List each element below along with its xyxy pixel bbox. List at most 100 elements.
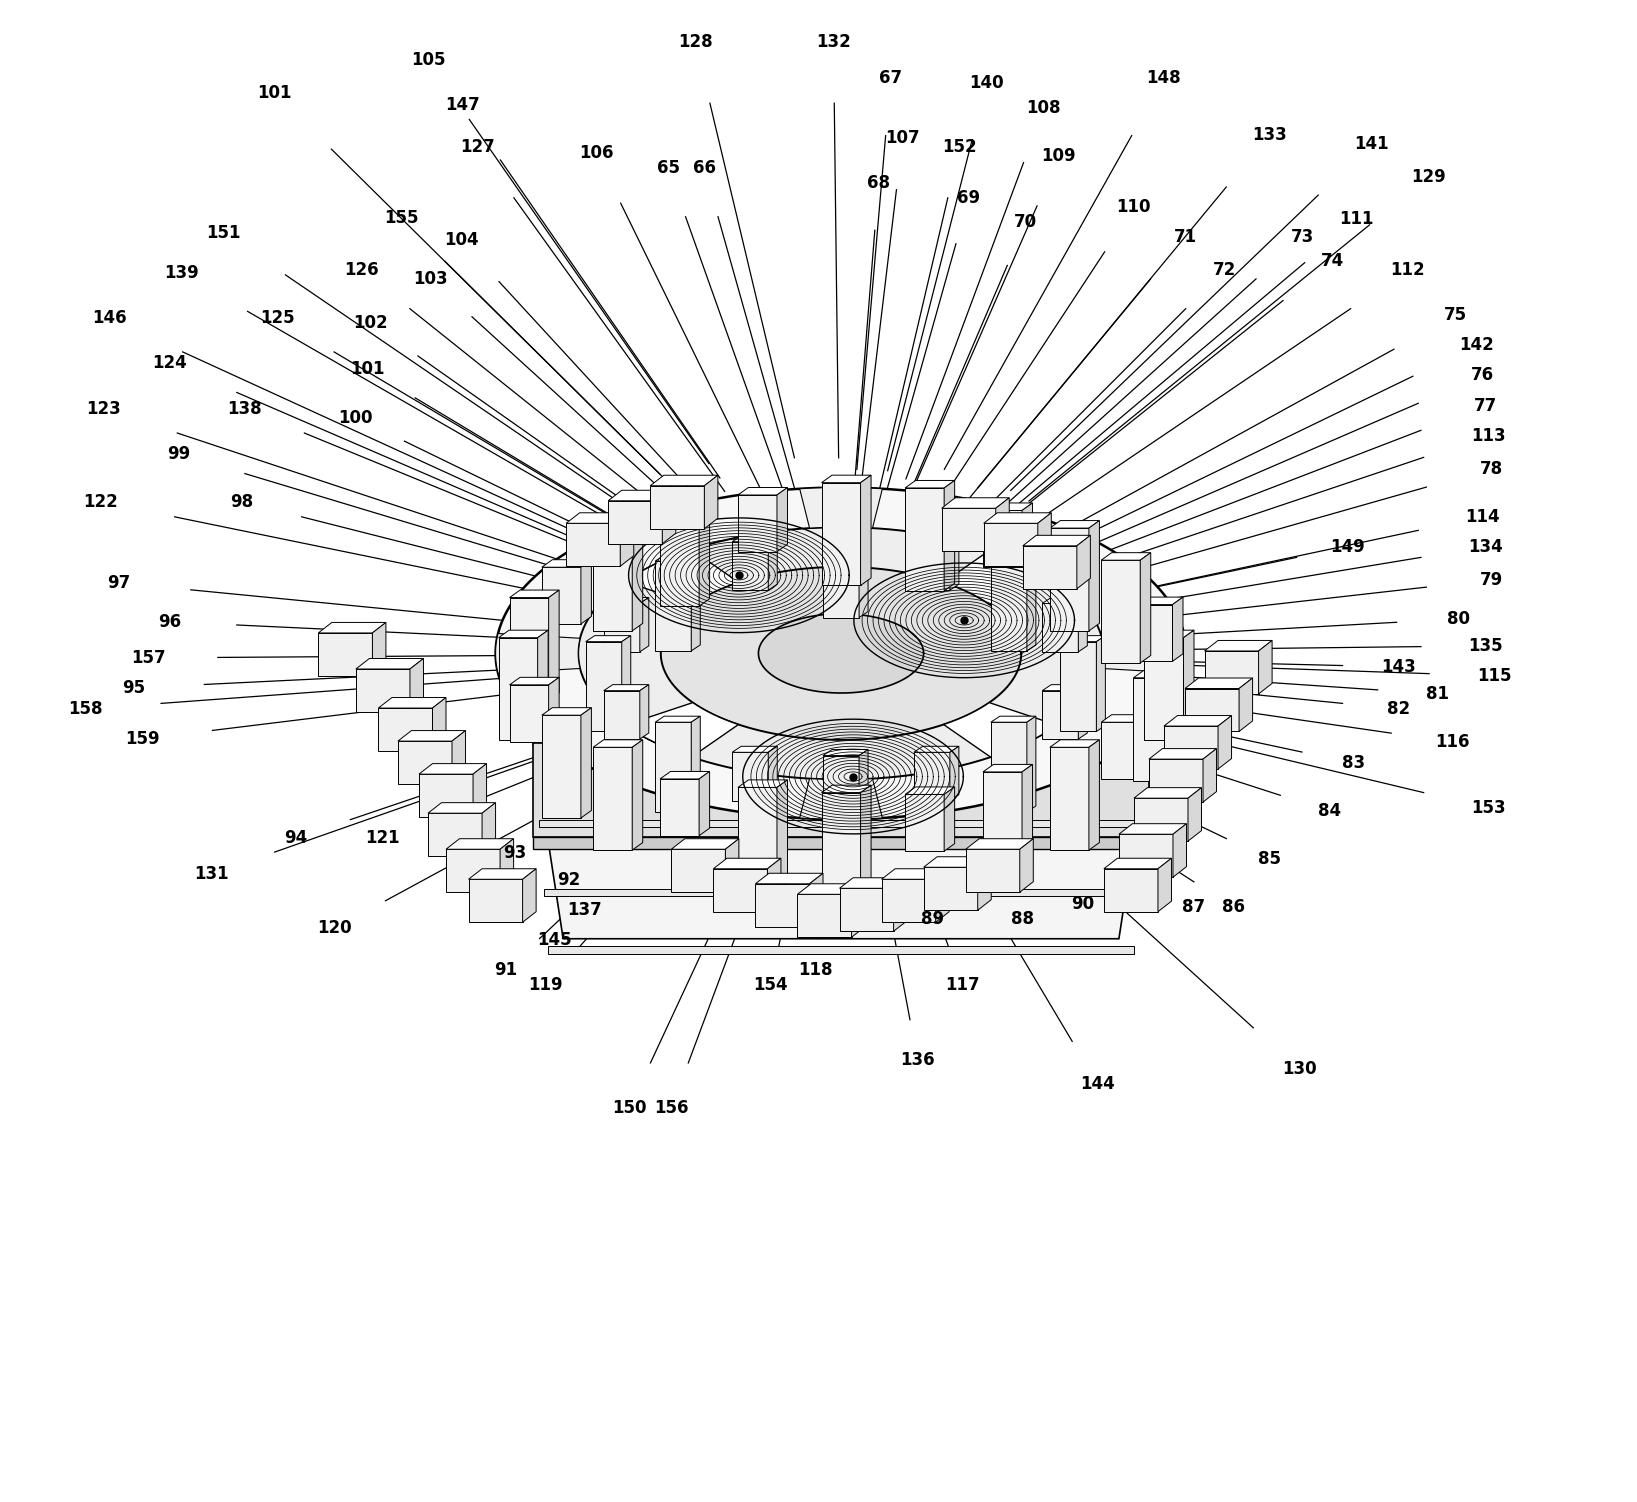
Polygon shape: [593, 748, 632, 850]
Polygon shape: [778, 780, 787, 891]
Text: 151: 151: [206, 224, 241, 242]
Polygon shape: [632, 740, 643, 850]
Polygon shape: [1021, 765, 1033, 874]
Text: 69: 69: [958, 189, 981, 207]
Text: 129: 129: [1411, 168, 1445, 186]
Text: 156: 156: [655, 1099, 689, 1117]
Polygon shape: [797, 883, 864, 894]
Polygon shape: [671, 838, 738, 849]
Text: 115: 115: [1477, 667, 1511, 685]
Polygon shape: [660, 772, 709, 780]
Polygon shape: [534, 743, 1149, 837]
Polygon shape: [604, 685, 648, 691]
Polygon shape: [923, 867, 977, 910]
Polygon shape: [378, 697, 445, 707]
Text: 117: 117: [946, 976, 981, 994]
Text: 75: 75: [1444, 306, 1467, 324]
Polygon shape: [1061, 641, 1097, 731]
Polygon shape: [1259, 640, 1272, 694]
Text: 85: 85: [1257, 850, 1280, 868]
Polygon shape: [496, 634, 579, 673]
Polygon shape: [1157, 858, 1172, 912]
Polygon shape: [542, 568, 581, 623]
Polygon shape: [509, 685, 548, 742]
Polygon shape: [822, 793, 861, 895]
Polygon shape: [661, 566, 1021, 740]
Polygon shape: [990, 716, 1036, 722]
Text: 116: 116: [1436, 733, 1470, 751]
Polygon shape: [496, 488, 1187, 819]
Polygon shape: [941, 508, 995, 551]
Polygon shape: [799, 778, 882, 819]
Polygon shape: [548, 590, 560, 700]
Polygon shape: [882, 868, 949, 879]
Polygon shape: [1184, 631, 1193, 740]
Text: 101: 101: [257, 84, 291, 102]
Text: 126: 126: [344, 261, 380, 279]
Text: 82: 82: [1387, 700, 1409, 718]
Polygon shape: [945, 787, 954, 852]
Text: 145: 145: [537, 931, 571, 949]
Text: 95: 95: [123, 679, 146, 697]
Text: 113: 113: [1472, 427, 1506, 445]
Polygon shape: [499, 638, 537, 740]
Polygon shape: [1026, 716, 1036, 813]
Polygon shape: [1023, 545, 1077, 589]
Polygon shape: [945, 481, 954, 590]
Polygon shape: [905, 795, 945, 852]
Polygon shape: [1089, 740, 1100, 850]
Text: 102: 102: [354, 314, 388, 332]
Polygon shape: [660, 496, 709, 503]
Text: 157: 157: [131, 649, 165, 667]
Polygon shape: [699, 772, 709, 835]
Text: 97: 97: [106, 574, 131, 592]
Polygon shape: [1141, 715, 1151, 780]
Polygon shape: [534, 743, 1149, 939]
Text: 142: 142: [1459, 336, 1493, 354]
Polygon shape: [586, 641, 622, 731]
Text: 88: 88: [1012, 910, 1035, 928]
Polygon shape: [1188, 787, 1202, 841]
Text: 158: 158: [69, 700, 103, 718]
Polygon shape: [398, 730, 465, 740]
Polygon shape: [1144, 638, 1184, 740]
Polygon shape: [499, 631, 548, 638]
Polygon shape: [1077, 535, 1090, 589]
Polygon shape: [432, 697, 445, 751]
Polygon shape: [995, 497, 1010, 551]
Polygon shape: [913, 753, 949, 801]
Polygon shape: [427, 802, 496, 813]
Text: 154: 154: [753, 976, 787, 994]
Polygon shape: [1043, 685, 1087, 691]
Polygon shape: [1089, 521, 1100, 631]
Polygon shape: [1141, 553, 1151, 662]
Polygon shape: [714, 858, 781, 868]
Polygon shape: [566, 512, 634, 523]
Polygon shape: [452, 730, 465, 784]
Polygon shape: [861, 475, 871, 586]
Polygon shape: [355, 668, 409, 712]
Polygon shape: [537, 631, 548, 740]
Polygon shape: [655, 716, 701, 722]
Polygon shape: [990, 562, 1026, 650]
Polygon shape: [913, 536, 959, 542]
Polygon shape: [1144, 631, 1193, 638]
Polygon shape: [859, 521, 868, 617]
Text: 73: 73: [1290, 228, 1315, 246]
Polygon shape: [1102, 560, 1141, 662]
Polygon shape: [1134, 787, 1202, 798]
Text: 148: 148: [1146, 69, 1182, 87]
Polygon shape: [738, 780, 787, 787]
Polygon shape: [1038, 512, 1051, 566]
Text: 72: 72: [1213, 261, 1236, 279]
Polygon shape: [913, 746, 959, 753]
Polygon shape: [840, 877, 907, 888]
Polygon shape: [882, 879, 936, 922]
Text: 153: 153: [1472, 799, 1506, 817]
Polygon shape: [755, 883, 809, 927]
Polygon shape: [1120, 834, 1174, 877]
Text: 91: 91: [494, 961, 517, 979]
Polygon shape: [318, 622, 386, 632]
Polygon shape: [593, 521, 643, 529]
Polygon shape: [622, 635, 630, 731]
